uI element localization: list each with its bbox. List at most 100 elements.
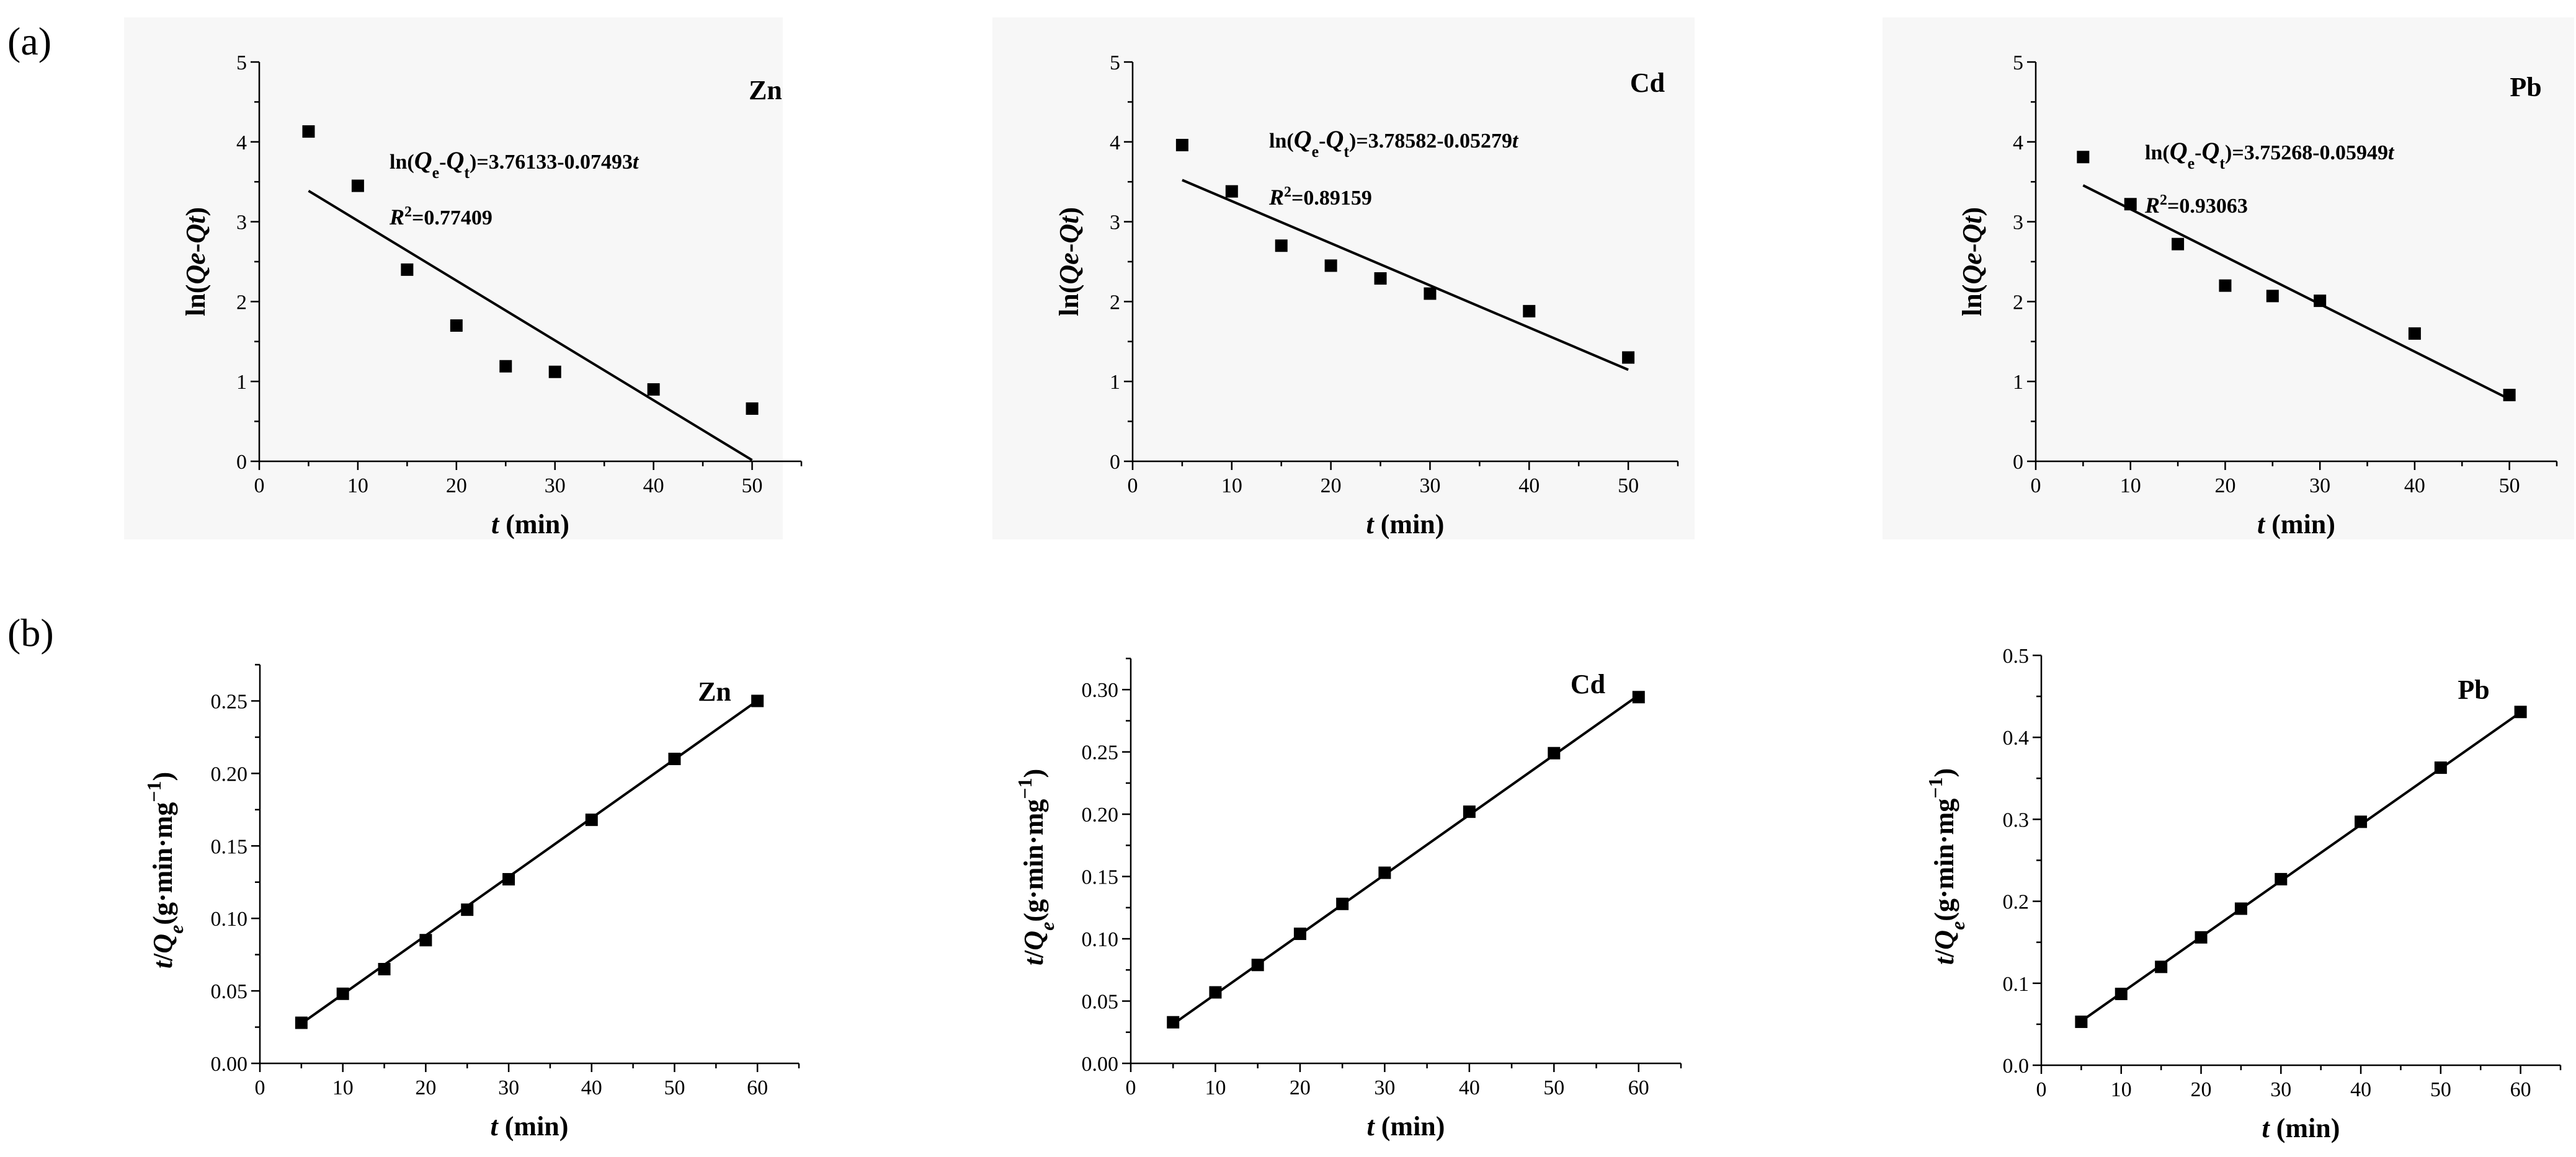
x-tick-label: 50	[1618, 474, 1639, 497]
y-tick-label: 5	[2013, 51, 2023, 74]
fit-line	[1172, 694, 1639, 1026]
data-point	[351, 179, 364, 192]
x-tick-label: 20	[1290, 1076, 1311, 1099]
data-point	[2434, 761, 2447, 774]
data-point	[2275, 872, 2288, 885]
x-tick-label: 30	[1419, 474, 1440, 497]
y-axis-label: t/Qe(g·min·mg−1)	[143, 772, 187, 969]
x-tick-label: 40	[643, 474, 664, 497]
x-tick-label: 10	[2120, 474, 2141, 497]
y-tick-label: 2	[1110, 291, 1120, 314]
x-tick-label: 20	[415, 1076, 436, 1099]
y-tick-label: 2	[236, 291, 247, 314]
data-point	[2155, 960, 2168, 973]
data-point	[1424, 287, 1437, 300]
fit-equation: ln(Qe-Qt)=3.78582-0.05279t	[1269, 125, 1519, 161]
data-point	[647, 383, 660, 396]
data-point	[2075, 1015, 2088, 1028]
chart-b-pb: 0 10 20 30 40 50 60 0.0 0.1 0.2 0.3 0.4 0.5 t (min) t/…	[1924, 645, 2562, 1143]
x-tick-label: 50	[664, 1076, 685, 1099]
data-point	[2077, 151, 2090, 164]
data-point	[1251, 959, 1264, 972]
x-axis-label: t (min)	[491, 1111, 569, 1141]
y-tick-label: 3	[236, 211, 247, 234]
y-tick-label: 5	[236, 51, 247, 74]
x-tick-label: 30	[545, 474, 566, 497]
y-tick-label: 4	[1110, 131, 1120, 154]
y-tick-label: 0.3	[2003, 809, 2030, 831]
data-point	[585, 813, 598, 827]
fit-line	[308, 190, 753, 461]
data-point	[1167, 1016, 1180, 1029]
data-point	[502, 873, 515, 886]
data-point	[1374, 272, 1387, 285]
fit-line	[2082, 184, 2510, 401]
y-tick-label: 0.10	[1082, 928, 1119, 951]
fit-line	[1182, 179, 1629, 371]
data-point	[1548, 747, 1561, 760]
x-tick-label: 10	[347, 474, 368, 497]
chart-title: Zn	[749, 75, 782, 105]
x-axis-label: t (min)	[1366, 509, 1445, 539]
x-axis-label: t (min)	[2262, 1113, 2340, 1143]
y-tick-label: 0	[2013, 451, 2023, 474]
data-point	[450, 319, 463, 332]
x-tick-label: 40	[2404, 474, 2425, 497]
data-point	[1293, 928, 1306, 941]
chart-title: Cd	[1630, 68, 1665, 98]
y-tick-label: 0.30	[1082, 679, 1119, 702]
x-tick-label: 20	[2191, 1078, 2212, 1101]
data-point	[2503, 389, 2516, 402]
y-tick-label: 0.00	[211, 1053, 248, 1076]
data-point	[2355, 815, 2368, 828]
x-tick-label: 10	[2111, 1078, 2132, 1101]
x-tick-label: 30	[2270, 1078, 2291, 1101]
y-tick-label: 1	[2013, 371, 2023, 394]
x-tick-label: 10	[332, 1076, 354, 1099]
x-tick-label: 0	[2036, 1078, 2047, 1101]
fit-line	[300, 699, 759, 1025]
data-point	[1336, 897, 1349, 910]
y-tick-label: 1	[236, 371, 247, 394]
data-point	[668, 752, 681, 765]
y-tick-label: 0.00	[1082, 1053, 1119, 1076]
x-axis-label: t (min)	[1367, 1111, 1445, 1141]
x-tick-label: 50	[742, 474, 763, 497]
chart-a-cd: 0 10 20 30 40 50 0 1 2 3 4 5 t (min) ln(Qe-Qt) Cd ln(Qe…	[992, 17, 1695, 539]
y-tick-label: 0.2	[2003, 891, 2030, 914]
y-axis-label: ln(Qe-Qt)	[180, 207, 211, 316]
y-tick-label: 0.25	[1082, 742, 1119, 765]
x-tick-label: 20	[2214, 474, 2235, 497]
data-point	[2234, 902, 2247, 915]
data-point	[746, 402, 759, 415]
x-tick-label: 40	[1518, 474, 1540, 497]
chart-title: Zn	[698, 676, 731, 707]
y-axis-label: ln(Qe-Qt)	[1054, 207, 1084, 316]
r-squared: R2=0.89159	[1268, 184, 1372, 210]
chart-title: Pb	[2458, 675, 2489, 705]
x-tick-label: 40	[581, 1076, 602, 1099]
data-point	[419, 934, 432, 947]
data-point	[461, 903, 474, 916]
x-tick-label: 50	[2499, 474, 2520, 497]
fit-line	[2080, 711, 2521, 1022]
data-point	[1225, 185, 1238, 198]
data-point	[2172, 237, 2185, 250]
x-tick-label: 30	[1374, 1076, 1395, 1099]
data-point	[751, 694, 764, 707]
data-point	[2266, 290, 2279, 303]
y-tick-label: 0.20	[211, 763, 248, 786]
data-point	[2115, 987, 2128, 1000]
data-point	[1523, 304, 1536, 317]
x-tick-label: 40	[2350, 1078, 2371, 1101]
y-axis-label: t/Qe(g·min·mg−1)	[1924, 768, 1969, 965]
y-tick-label: 0.25	[211, 690, 248, 713]
data-point	[1632, 691, 1645, 704]
chart-background	[1883, 17, 2574, 539]
data-point	[2219, 279, 2232, 292]
x-tick-label: 50	[2430, 1078, 2451, 1101]
y-tick-label: 2	[2013, 291, 2023, 314]
fit-equation: ln(Qe-Qt)=3.75268-0.05949t	[2145, 137, 2395, 172]
data-point	[2408, 327, 2421, 340]
